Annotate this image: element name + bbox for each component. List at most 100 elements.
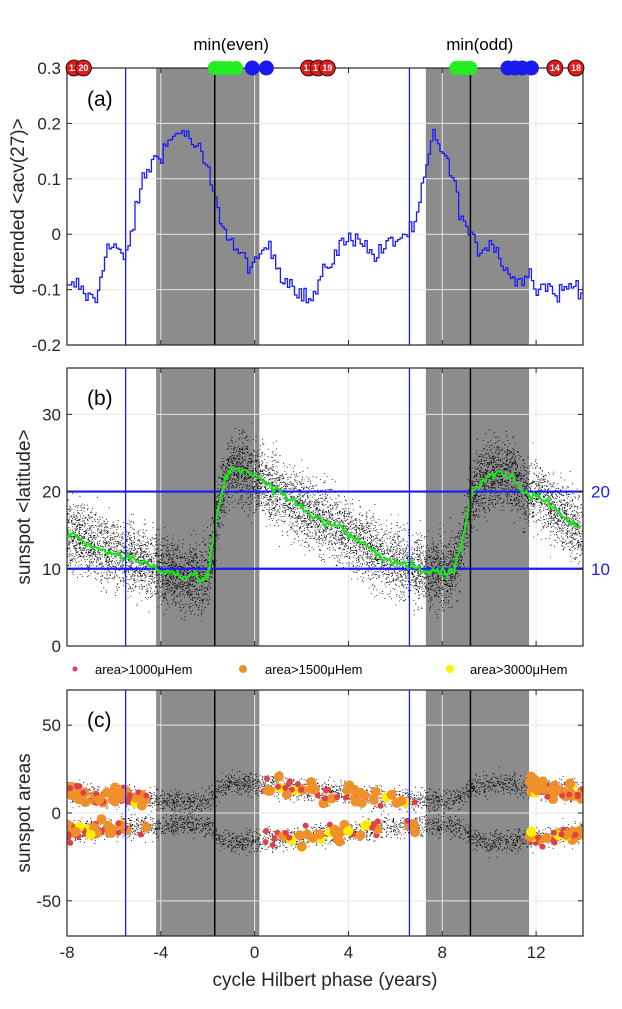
large-spot	[323, 787, 329, 794]
large-spot	[80, 797, 91, 808]
large-spot	[124, 798, 131, 805]
legend-marker	[72, 666, 78, 672]
large-spot	[263, 828, 269, 834]
reference-line-label: 20	[591, 483, 610, 502]
large-spot	[539, 843, 546, 850]
y-tick-label: 0.2	[37, 114, 61, 133]
large-spot	[527, 782, 538, 793]
large-spot	[67, 819, 73, 830]
large-spot	[377, 802, 384, 809]
shaded-interval	[425, 368, 530, 646]
large-spot	[67, 785, 73, 792]
large-spot	[141, 822, 152, 833]
large-spot	[294, 781, 301, 788]
large-spot	[96, 814, 107, 825]
large-spot	[322, 795, 329, 802]
blue-marker	[258, 60, 274, 76]
x-tick-label: 8	[438, 943, 447, 962]
red-cycle-marker	[567, 59, 585, 77]
large-spot	[296, 841, 307, 852]
large-spot	[302, 822, 309, 829]
large-spot	[386, 789, 397, 800]
large-spot	[370, 786, 381, 797]
y-tick-label: -50	[36, 892, 61, 911]
large-spot	[115, 829, 122, 836]
large-spot	[537, 776, 548, 787]
panel-1: -0.2 -0.1 0 0.1 0.2 0.3 (a) detrended <acv(27)>	[8, 59, 584, 355]
large-spot	[558, 831, 565, 838]
y-tick-label: 10	[42, 560, 61, 579]
large-spot	[355, 787, 366, 798]
large-spot	[334, 794, 340, 801]
green-marker	[228, 61, 243, 75]
large-spot	[282, 784, 289, 791]
large-spot	[350, 796, 361, 807]
plot-area	[67, 68, 583, 345]
legend-marker	[239, 665, 247, 673]
large-spot	[67, 839, 74, 846]
y-axis-title: sunspot areas	[14, 753, 35, 872]
large-spot	[551, 838, 558, 845]
x-tick-label: 12	[527, 943, 546, 962]
x-tick-label: 0	[250, 943, 259, 962]
top-annotations: min(even) min(odd) 12 20 13 17 19 14 18	[65, 35, 585, 77]
cycle-number-label: 17	[313, 63, 323, 73]
reference-line-label: 10	[591, 560, 610, 579]
legend-marker	[446, 665, 454, 673]
y-tick-label: 0	[52, 804, 61, 823]
x-tick-label: -8	[59, 943, 74, 962]
large-spot	[344, 780, 355, 791]
large-spot	[551, 829, 557, 836]
panel-label: (a)	[87, 88, 113, 111]
y-tick-label: -0.1	[32, 281, 61, 300]
large-spot	[273, 771, 284, 782]
large-spot	[307, 833, 318, 843]
red-cycle-marker	[75, 59, 92, 77]
x-tick-label: -4	[153, 943, 168, 962]
large-spot	[526, 826, 537, 837]
large-spot	[544, 793, 551, 800]
large-spot	[360, 820, 371, 831]
large-spot	[135, 789, 142, 796]
large-spot	[286, 834, 293, 841]
y-tick-label: -0.2	[32, 336, 61, 355]
panel-label: (c)	[87, 709, 112, 732]
large-spot	[107, 794, 118, 805]
large-spot	[355, 830, 366, 841]
large-spot	[553, 784, 564, 795]
large-spot	[343, 794, 350, 801]
legend-label: area>1500μHem	[265, 662, 362, 677]
large-spot	[294, 830, 305, 841]
large-spot	[265, 785, 275, 796]
axes-frame	[66, 367, 584, 647]
large-spot	[526, 771, 537, 782]
large-spot	[269, 842, 276, 848]
y-axis-title: sunspot <latitude>	[14, 429, 35, 584]
large-spot	[286, 778, 293, 785]
large-spot	[574, 791, 581, 798]
large-spot	[298, 786, 305, 793]
large-spot	[409, 827, 420, 838]
blue-marker	[523, 60, 539, 76]
large-spot	[76, 783, 83, 790]
large-spot	[282, 789, 292, 800]
large-spot	[343, 826, 354, 837]
large-spot	[271, 835, 278, 842]
plot-area	[67, 368, 583, 646]
large-spot	[309, 784, 320, 795]
cycle-number-label: 14	[550, 63, 560, 73]
large-spot	[101, 787, 112, 798]
large-spot	[136, 800, 147, 811]
green-marker	[463, 61, 478, 75]
minimum-label: min(odd)	[446, 35, 513, 54]
large-spot	[579, 785, 583, 792]
large-spot	[137, 831, 144, 838]
large-spot	[110, 782, 120, 793]
cycle-number-label: 13	[304, 63, 314, 73]
y-tick-label: 0	[52, 225, 61, 244]
red-cycle-marker	[318, 59, 336, 77]
acv-series-line	[67, 128, 583, 304]
cycle-number-label: 12	[69, 63, 79, 73]
large-spot	[566, 791, 573, 798]
